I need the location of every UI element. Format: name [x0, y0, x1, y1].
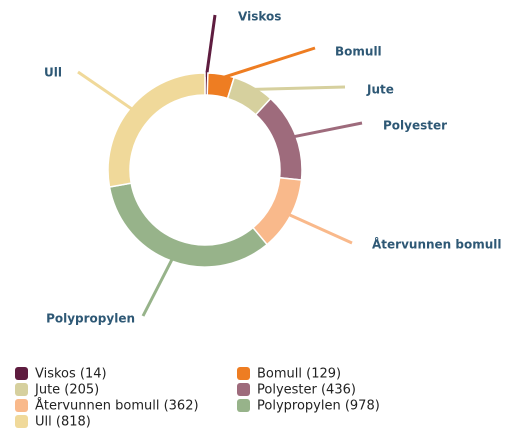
donut-slice — [251, 176, 303, 246]
leader-line — [286, 212, 353, 245]
leader-line — [77, 70, 135, 112]
legend-label: Polyester (436) — [257, 383, 356, 398]
slice-label: Polyester — [383, 119, 447, 133]
legend-label: Återvunnen bomull (362) — [35, 398, 199, 414]
leader-line — [291, 121, 363, 139]
legend-swatch — [237, 399, 250, 412]
donut-slice — [107, 72, 206, 188]
leader-line — [220, 46, 316, 80]
legend-label: Ull (818) — [35, 415, 91, 430]
slice-label: Återvunnen bomull — [372, 237, 502, 252]
legend-label: Viskos (14) — [35, 367, 107, 382]
slice-label: Ull — [44, 66, 62, 80]
slice-label: Bomull — [335, 45, 382, 59]
legend-swatch — [15, 399, 28, 412]
slice-label: Jute — [366, 83, 394, 97]
legend-swatch — [15, 367, 28, 380]
legend-swatch — [237, 367, 250, 380]
legend-swatch — [15, 383, 28, 396]
legend-label: Jute (205) — [34, 383, 99, 398]
leader-line — [141, 256, 175, 317]
donut-slice — [108, 182, 269, 268]
legend-label: Bomull (129) — [257, 367, 341, 382]
leader-line — [204, 14, 217, 78]
legend-label: Polypropylen (978) — [257, 399, 380, 414]
leader-line — [251, 85, 346, 91]
slice-label: Polypropylen — [46, 312, 135, 326]
legend-swatch — [237, 383, 250, 396]
slice-label: Viskos — [238, 10, 281, 24]
donut-slice — [254, 97, 303, 181]
legend-swatch — [15, 415, 28, 428]
